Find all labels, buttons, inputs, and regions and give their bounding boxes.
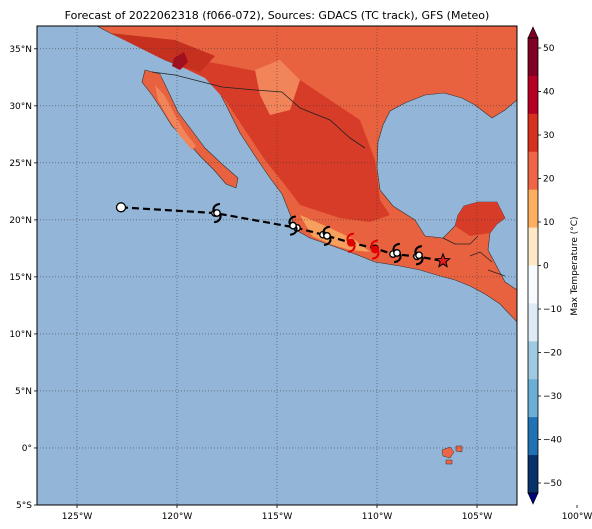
land-baja-warm — [155, 85, 196, 150]
tropical-storm-symbol-icon — [322, 225, 332, 246]
tropical-storm-symbol-icon — [414, 245, 424, 266]
lat-tick-label: 5°S — [16, 501, 32, 511]
colorbar-segment — [528, 151, 538, 191]
graticule — [37, 26, 517, 505]
colorbar-tick-label: −40 — [543, 436, 562, 446]
colorbar-top-extend — [527, 26, 539, 39]
colorbar-tick-label: −30 — [543, 392, 562, 402]
hurricane-symbol-icon — [370, 239, 380, 260]
colorbar-segment — [528, 38, 538, 77]
colorbar-tick-label: 0 — [543, 262, 549, 272]
land-galapagos-islands — [441, 445, 463, 465]
lat-tick-label: 5°N — [15, 387, 32, 397]
colorbar-segment — [528, 265, 538, 304]
track-point — [115, 202, 127, 213]
tropical-storm-symbol-icon — [288, 215, 298, 236]
country-borders-central-america — [442, 235, 506, 277]
colorbar-segment — [528, 113, 538, 153]
colorbar-segment — [528, 417, 538, 456]
colorbar-segment — [528, 75, 538, 115]
lat-tick-label: 15°N — [9, 273, 32, 283]
lat-tick-label: 25°N — [9, 159, 32, 169]
lat-tick-label: 35°N — [9, 45, 32, 55]
colorbar-segment — [528, 227, 538, 266]
country-border-us-mexico — [151, 71, 366, 149]
tc-track — [115, 202, 452, 268]
colorbar-label: Max Temperature (°C) — [570, 216, 580, 315]
lat-tick-label: 20°N — [9, 216, 32, 226]
lon-tick-label: 115°W — [262, 512, 293, 522]
colorbar-tick-label: 30 — [543, 131, 555, 141]
tropical-storm-symbol-icon — [212, 202, 222, 224]
colorbar-segment — [528, 455, 538, 494]
lat-tick-label: 0° — [22, 444, 32, 454]
colorbar-bottom-extend — [527, 492, 539, 505]
lon-tick-label: 110°W — [362, 512, 393, 522]
land-hot-west — [110, 33, 215, 72]
colorbar-segment — [528, 379, 538, 418]
lat-tick-label: 10°N — [9, 330, 32, 340]
colorbar-tick-label: 10 — [543, 218, 555, 228]
lon-tick-label: 120°W — [162, 512, 193, 522]
lon-tick-label: 105°W — [462, 512, 493, 522]
land-hot-interior — [150, 52, 390, 222]
colorbar: 50 40 30 20 10 0 −10 −20 −30 −40 −50 — [527, 26, 562, 505]
latitude-tick-labels: 35°N 30°N 25°N 20°N 15°N 10°N 5°N 0° 5°S — [9, 45, 37, 511]
tropical-storm-symbol-icon — [392, 242, 402, 264]
hurricane-symbol-icon — [346, 232, 356, 253]
map-area — [37, 26, 517, 505]
colorbar-segment — [528, 341, 538, 380]
lon-tick-label: 125°W — [62, 512, 93, 522]
colorbar-segment — [528, 189, 538, 228]
colorbar-tick-label: −50 — [543, 479, 562, 489]
land-warm-plateau — [255, 60, 300, 115]
colorbar-tick-label: −10 — [543, 305, 562, 315]
current-position-star-icon — [434, 252, 452, 268]
lon-tick-label: 100°W — [562, 512, 592, 522]
colorbar-tick-label: 50 — [543, 44, 555, 54]
map-title: Forecast of 2022062318 (f066-072), Sourc… — [65, 9, 490, 22]
colorbar-tick-label: 40 — [543, 88, 555, 98]
lat-tick-label: 30°N — [9, 102, 32, 112]
land-hottest-spot — [172, 52, 188, 70]
colorbar-tick-label: 20 — [543, 175, 555, 185]
colorbar-tick-label: −20 — [543, 349, 562, 359]
gulf-of-california — [160, 74, 255, 178]
land-yucatan — [455, 202, 505, 236]
colorbar-segment — [528, 303, 538, 342]
